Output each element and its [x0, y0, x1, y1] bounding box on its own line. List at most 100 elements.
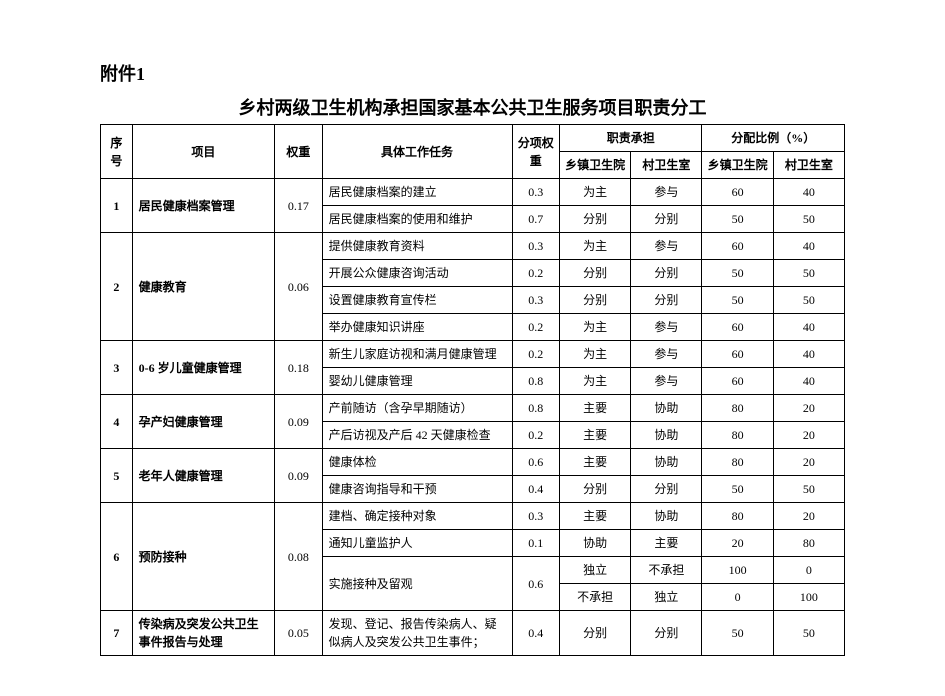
- task-cell: 婴幼儿健康管理: [322, 368, 512, 395]
- task-cell: 产后访视及产后 42 天健康检查: [322, 422, 512, 449]
- pct-township-cell: 60: [702, 368, 773, 395]
- resp-township-cell: 为主: [560, 233, 631, 260]
- resp-village-cell: 协助: [631, 422, 702, 449]
- resp-township-cell: 主要: [560, 503, 631, 530]
- resp-township-cell: 分别: [560, 206, 631, 233]
- pct-township-cell: 50: [702, 287, 773, 314]
- weight-cell: 0.09: [275, 395, 322, 449]
- pct-township-cell: 20: [702, 530, 773, 557]
- weight-cell: 0.09: [275, 449, 322, 503]
- table-row: 4 孕产妇健康管理 0.09 产前随访（含孕早期随访） 0.8 主要 协助 80…: [101, 395, 845, 422]
- project-cell: 健康教育: [132, 233, 274, 341]
- resp-village-cell: 协助: [631, 449, 702, 476]
- table-row: 5 老年人健康管理 0.09 健康体检 0.6 主要 协助 80 20: [101, 449, 845, 476]
- task-cell: 设置健康教育宣传栏: [322, 287, 512, 314]
- resp-village-cell: 参与: [631, 341, 702, 368]
- resp-village-cell: 不承担: [631, 557, 702, 584]
- task-cell: 居民健康档案的建立: [322, 179, 512, 206]
- pct-village-cell: 80: [773, 530, 844, 557]
- pct-village-cell: 50: [773, 206, 844, 233]
- sub-weight-cell: 0.2: [512, 422, 559, 449]
- sub-weight-cell: 0.6: [512, 449, 559, 476]
- table-header: 序号 项目 权重 具体工作任务 分项权重 职责承担 分配比例（%） 乡镇卫生院 …: [101, 125, 845, 179]
- resp-village-cell: 分别: [631, 611, 702, 656]
- resp-township-cell: 为主: [560, 314, 631, 341]
- resp-village-cell: 参与: [631, 179, 702, 206]
- resp-village-cell: 独立: [631, 584, 702, 611]
- resp-township-cell: 为主: [560, 368, 631, 395]
- sub-weight-cell: 0.3: [512, 503, 559, 530]
- hdr-village-1: 村卫生室: [631, 152, 702, 179]
- resp-township-cell: 协助: [560, 530, 631, 557]
- sub-weight-cell: 0.4: [512, 611, 559, 656]
- seq-cell: 1: [101, 179, 133, 233]
- sub-weight-cell: 0.4: [512, 476, 559, 503]
- table-row: 6 预防接种 0.08 建档、确定接种对象 0.3 主要 协助 80 20: [101, 503, 845, 530]
- resp-village-cell: 参与: [631, 368, 702, 395]
- resp-township-cell: 分别: [560, 611, 631, 656]
- resp-village-cell: 参与: [631, 314, 702, 341]
- hdr-task: 具体工作任务: [322, 125, 512, 179]
- project-cell: 0-6 岁儿童健康管理: [132, 341, 274, 395]
- task-cell: 新生儿家庭访视和满月健康管理: [322, 341, 512, 368]
- table-row: 7 传染病及突发公共卫生事件报告与处理 0.05 发现、登记、报告传染病人、疑似…: [101, 611, 845, 656]
- pct-village-cell: 40: [773, 314, 844, 341]
- project-cell: 传染病及突发公共卫生事件报告与处理: [132, 611, 274, 656]
- sub-weight-cell: 0.1: [512, 530, 559, 557]
- pct-village-cell: 40: [773, 341, 844, 368]
- pct-village-cell: 40: [773, 233, 844, 260]
- seq-cell: 5: [101, 449, 133, 503]
- pct-township-cell: 0: [702, 584, 773, 611]
- resp-village-cell: 分别: [631, 260, 702, 287]
- sub-weight-cell: 0.2: [512, 314, 559, 341]
- resp-township-cell: 主要: [560, 449, 631, 476]
- hdr-township-1: 乡镇卫生院: [560, 152, 631, 179]
- resp-village-cell: 协助: [631, 395, 702, 422]
- weight-cell: 0.05: [275, 611, 322, 656]
- weight-cell: 0.17: [275, 179, 322, 233]
- hdr-project: 项目: [132, 125, 274, 179]
- pct-township-cell: 60: [702, 179, 773, 206]
- resp-township-cell: 分别: [560, 476, 631, 503]
- seq-cell: 6: [101, 503, 133, 611]
- task-cell: 健康体检: [322, 449, 512, 476]
- table-row: 1 居民健康档案管理 0.17 居民健康档案的建立 0.3 为主 参与 60 4…: [101, 179, 845, 206]
- pct-village-cell: 40: [773, 368, 844, 395]
- hdr-village-2: 村卫生室: [773, 152, 844, 179]
- pct-village-cell: 20: [773, 395, 844, 422]
- project-cell: 居民健康档案管理: [132, 179, 274, 233]
- pct-village-cell: 20: [773, 422, 844, 449]
- resp-village-cell: 参与: [631, 233, 702, 260]
- hdr-allocation: 分配比例（%）: [702, 125, 845, 152]
- resp-township-cell: 分别: [560, 287, 631, 314]
- resp-township-cell: 主要: [560, 395, 631, 422]
- sub-weight-cell: 0.8: [512, 395, 559, 422]
- hdr-weight: 权重: [275, 125, 322, 179]
- resp-township-cell: 不承担: [560, 584, 631, 611]
- pct-village-cell: 40: [773, 179, 844, 206]
- attachment-label: 附件1: [100, 60, 845, 86]
- resp-village-cell: 分别: [631, 287, 702, 314]
- table-row: 2 健康教育 0.06 提供健康教育资料 0.3 为主 参与 60 40: [101, 233, 845, 260]
- pct-village-cell: 20: [773, 449, 844, 476]
- sub-weight-cell: 0.7: [512, 206, 559, 233]
- seq-cell: 3: [101, 341, 133, 395]
- hdr-responsibility: 职责承担: [560, 125, 702, 152]
- resp-township-cell: 分别: [560, 260, 631, 287]
- resp-village-cell: 分别: [631, 206, 702, 233]
- task-cell: 居民健康档案的使用和维护: [322, 206, 512, 233]
- pct-township-cell: 60: [702, 341, 773, 368]
- task-cell: 通知儿童监护人: [322, 530, 512, 557]
- project-cell: 老年人健康管理: [132, 449, 274, 503]
- responsibility-table: 序号 项目 权重 具体工作任务 分项权重 职责承担 分配比例（%） 乡镇卫生院 …: [100, 124, 845, 656]
- pct-township-cell: 60: [702, 233, 773, 260]
- pct-village-cell: 50: [773, 260, 844, 287]
- pct-village-cell: 50: [773, 476, 844, 503]
- hdr-seq: 序号: [101, 125, 133, 179]
- pct-village-cell: 0: [773, 557, 844, 584]
- pct-village-cell: 50: [773, 287, 844, 314]
- resp-village-cell: 协助: [631, 503, 702, 530]
- sub-weight-cell: 0.3: [512, 287, 559, 314]
- seq-cell: 4: [101, 395, 133, 449]
- weight-cell: 0.08: [275, 503, 322, 611]
